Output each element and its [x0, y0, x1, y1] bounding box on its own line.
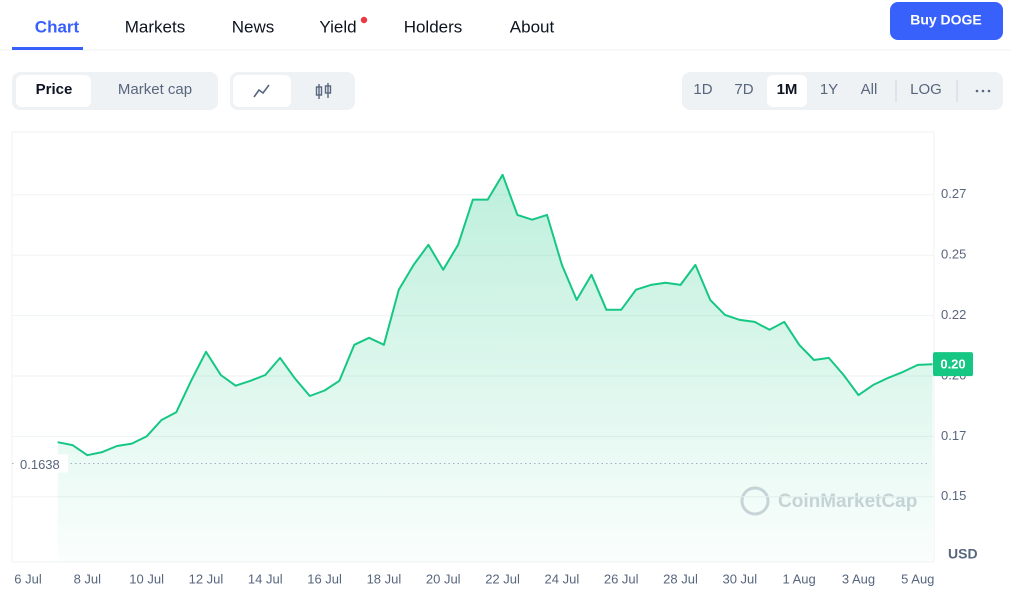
- x-tick-label: 20 Jul: [426, 571, 461, 586]
- last-price-badge: [933, 352, 973, 377]
- buy-button[interactable]: [890, 2, 1003, 40]
- range-button[interactable]: 1Y: [820, 81, 838, 98]
- range-button[interactable]: LOG: [910, 81, 942, 98]
- reference-label: 0.1638: [20, 457, 60, 472]
- nav-tab[interactable]: Yield: [319, 17, 356, 36]
- y-tick-label: 0.15: [941, 488, 966, 503]
- range-button[interactable]: 7D: [734, 81, 753, 98]
- more-button[interactable]: [975, 89, 991, 93]
- x-tick-label: 10 Jul: [129, 571, 164, 586]
- range-button[interactable]: All: [861, 81, 878, 98]
- x-tick-label: 22 Jul: [485, 571, 520, 586]
- currency-label: USD: [948, 546, 978, 562]
- nav-tab[interactable]: Markets: [125, 17, 185, 36]
- x-tick-label: 5 Aug: [901, 571, 934, 586]
- reference-label-bg: [14, 454, 68, 473]
- range-active-pill: [767, 75, 807, 107]
- nav-tab[interactable]: News: [232, 17, 275, 36]
- range-group: [682, 72, 1003, 110]
- x-tick-label: 30 Jul: [722, 571, 757, 586]
- y-tick-label: 0.27: [941, 186, 966, 201]
- metric-button[interactable]: Market cap: [118, 81, 192, 98]
- x-tick-label: 1 Aug: [783, 571, 816, 586]
- x-tick-label: 24 Jul: [545, 571, 580, 586]
- x-tick-label: 6 Jul: [14, 571, 42, 586]
- x-tick-label: 28 Jul: [663, 571, 698, 586]
- line-type-button[interactable]: [233, 75, 291, 107]
- x-tick-label: 3 Aug: [842, 571, 875, 586]
- x-tick-label: 16 Jul: [307, 571, 342, 586]
- y-tick-label: 0.25: [941, 247, 966, 262]
- range-button[interactable]: 1D: [693, 81, 712, 98]
- nav-tab[interactable]: About: [510, 17, 555, 36]
- metric-button[interactable]: Price: [36, 81, 73, 98]
- line-icon: [253, 84, 270, 98]
- nav-tab-underline: [12, 47, 83, 50]
- metric-active-pill: [16, 75, 91, 107]
- price-area: [57, 174, 933, 563]
- new-dot: [360, 16, 368, 24]
- x-tick-label: 26 Jul: [604, 571, 639, 586]
- x-tick-label: 14 Jul: [248, 571, 283, 586]
- candle-icon[interactable]: [315, 83, 332, 99]
- y-tick-label: 0.22: [941, 307, 966, 322]
- last-price-label: 0.20: [940, 357, 965, 372]
- price-line: [57, 173, 933, 457]
- x-tick-label: 8 Jul: [74, 571, 102, 586]
- x-tick-label: 18 Jul: [367, 571, 402, 586]
- nav-tab[interactable]: Holders: [404, 17, 463, 36]
- nav-tab[interactable]: Chart: [35, 17, 80, 36]
- x-tick-label: 12 Jul: [189, 571, 224, 586]
- buy-button-label[interactable]: Buy DOGE: [910, 12, 982, 28]
- range-button[interactable]: 1M: [777, 81, 798, 98]
- y-tick-label: 0.17: [941, 428, 966, 443]
